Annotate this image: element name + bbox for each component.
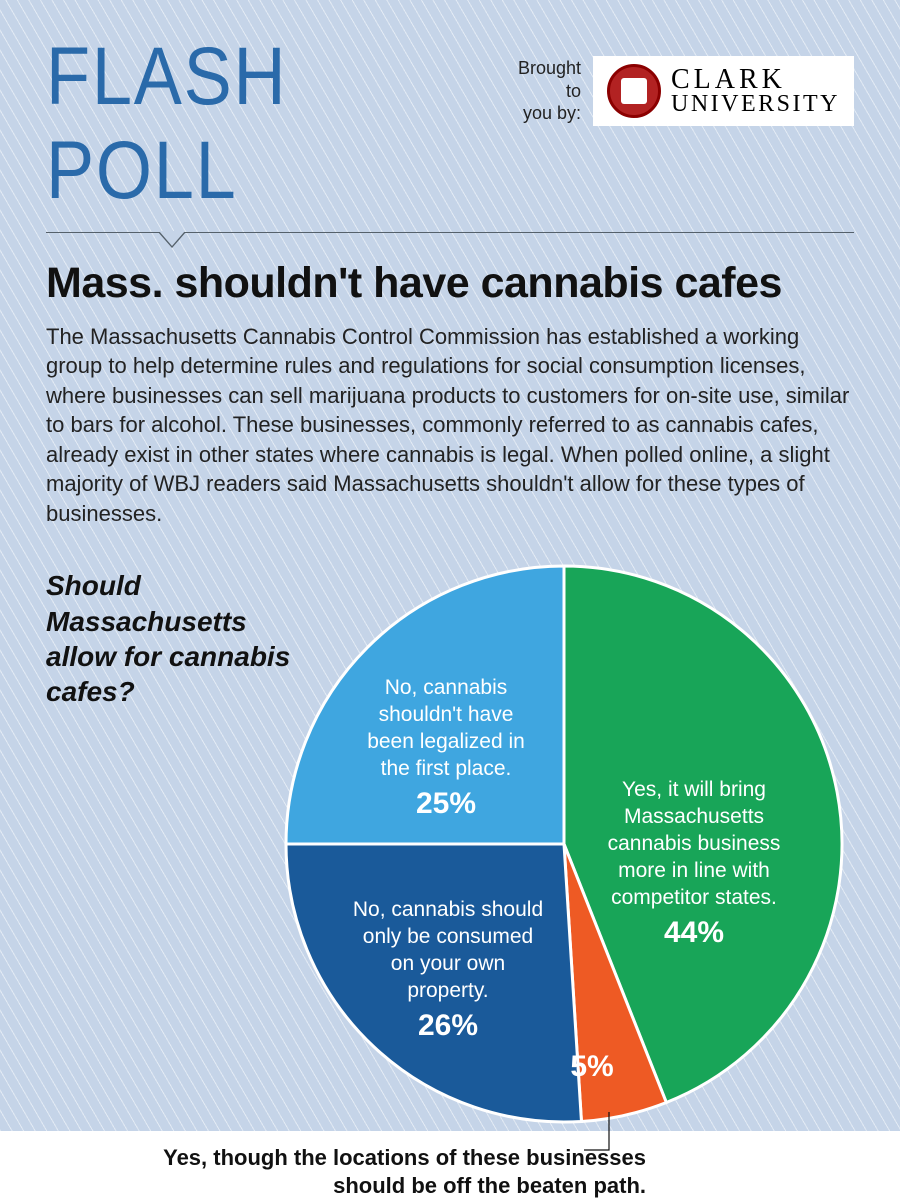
sponsor-name-line1: CLARK: [671, 67, 840, 93]
pie-chart: Yes, it will bringMassachusettscannabis …: [284, 564, 844, 1124]
university-seal-icon: [607, 64, 661, 118]
page-title: FLASH POLL: [46, 30, 461, 218]
body-text: The Massachusetts Cannabis Control Commi…: [46, 322, 854, 528]
sponsor-logo: CLARK UNIVERSITY: [593, 56, 854, 126]
pie-svg: Yes, it will bringMassachusettscannabis …: [284, 564, 844, 1124]
sponsor-label: Brought to you by:: [518, 57, 581, 125]
poll-question: Should Massachusetts allow for cannabis …: [46, 568, 306, 709]
header-divider: [46, 232, 854, 233]
external-slice-label: Yes, though the locations of these busin…: [106, 1144, 646, 1200]
slice-label: 5%: [570, 1050, 613, 1083]
headline: Mass. shouldn't have cannabis cafes: [46, 259, 854, 308]
header: FLASH POLL Brought to you by: CLARK UNIV…: [46, 30, 854, 218]
sponsor-name: CLARK UNIVERSITY: [671, 67, 840, 115]
sponsor-label-line1: Brought to: [518, 57, 581, 102]
sponsor-name-line2: UNIVERSITY: [671, 93, 840, 115]
chart-region: Should Massachusetts allow for cannabis …: [46, 564, 854, 1164]
sponsor-label-line2: you by:: [518, 102, 581, 125]
main-container: FLASH POLL Brought to you by: CLARK UNIV…: [0, 0, 900, 1194]
sponsor-block: Brought to you by: CLARK UNIVERSITY: [518, 56, 854, 126]
